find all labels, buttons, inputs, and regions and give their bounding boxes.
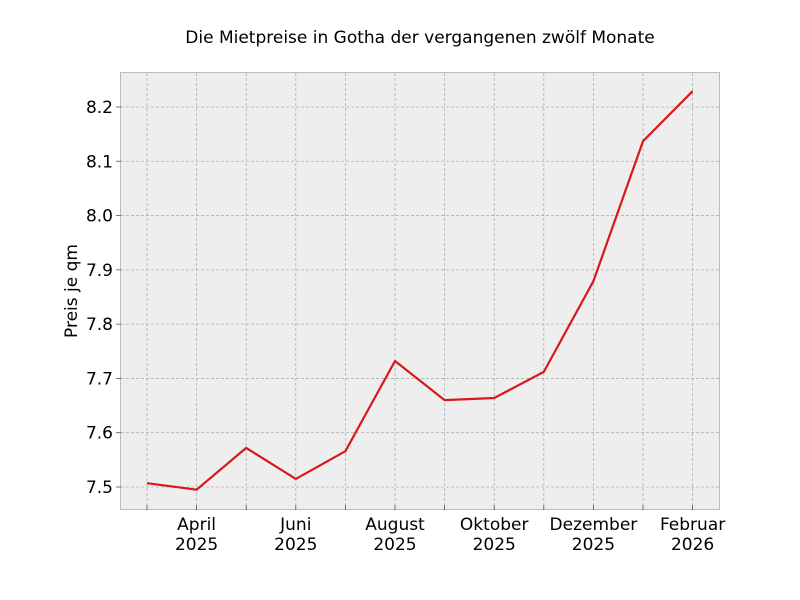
grid-lines — [121, 73, 720, 510]
x-tick-label-month: April — [177, 515, 216, 535]
y-tick-label: 7.6 — [86, 424, 113, 444]
x-tick-label-year: 2025 — [274, 535, 317, 555]
y-axis-ticks: 7.5 7.6 7.7 7.8 7.9 8.0 8.1 8.2 — [86, 98, 121, 498]
chart-title: Die Mietpreise in Gotha der vergangenen … — [185, 28, 654, 48]
plot-area — [120, 72, 720, 510]
x-tick-label-year: 2025 — [373, 535, 416, 555]
y-axis-label: Preis je qm — [62, 244, 82, 338]
y-tick-label: 8.2 — [86, 98, 113, 118]
x-tick-label-month: August — [365, 515, 425, 535]
x-tick-label-year: 2025 — [175, 535, 218, 555]
x-tick-label-year: 2025 — [572, 535, 615, 555]
y-tick-label: 7.8 — [86, 315, 113, 335]
rent-price-line — [146, 90, 694, 491]
x-tick-label-year: 2026 — [671, 535, 714, 555]
x-axis-ticks: April2025Juni2025August2025Oktober2025De… — [146, 505, 725, 555]
y-tick-label: 7.9 — [86, 261, 113, 281]
x-tick-label-month: Dezember — [550, 515, 638, 535]
y-tick-label: 8.1 — [86, 152, 113, 172]
x-tick-label-month: Juni — [279, 515, 311, 535]
x-tick-label-month: Oktober — [460, 515, 529, 535]
y-tick-label: 8.0 — [86, 207, 113, 227]
y-tick-label: 7.7 — [86, 369, 113, 389]
x-tick-label-year: 2025 — [473, 535, 516, 555]
x-tick-label-month: Februar — [660, 515, 725, 535]
y-tick-label: 7.5 — [86, 478, 113, 498]
